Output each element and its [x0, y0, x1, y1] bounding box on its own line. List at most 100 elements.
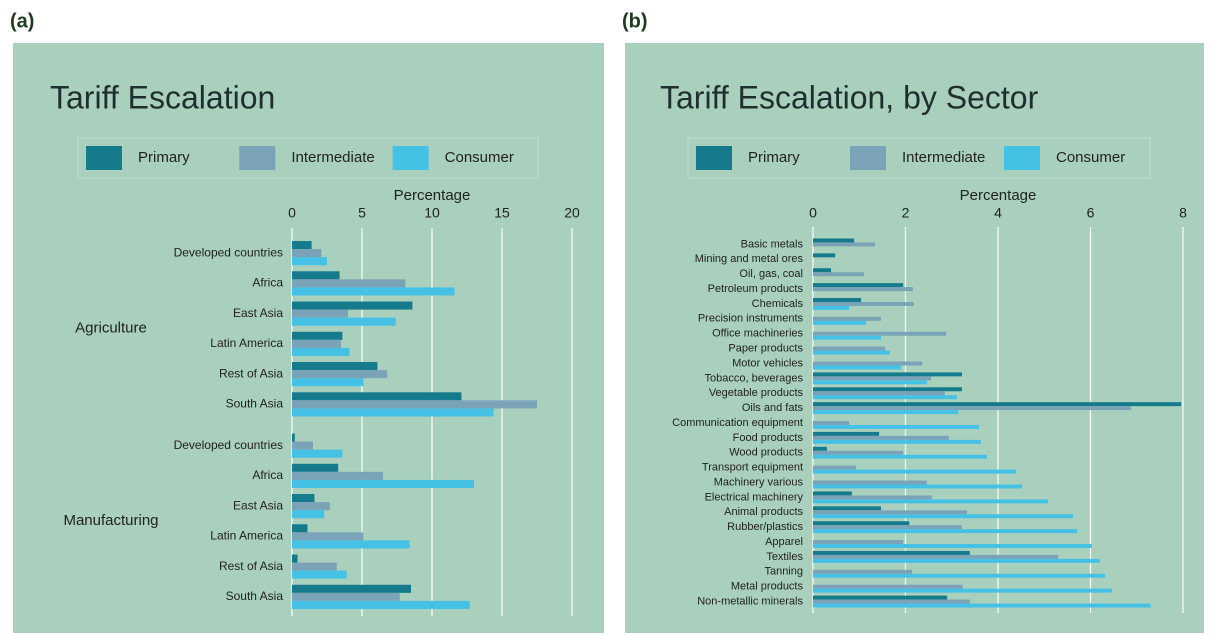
bar: [292, 249, 322, 258]
bar: [813, 525, 962, 530]
category-label: Precision instruments: [698, 313, 804, 325]
bar: [813, 569, 912, 574]
chart-title: Tariff Escalation: [50, 79, 275, 115]
bar: [292, 449, 343, 458]
category-label: Motor vehicles: [732, 357, 803, 369]
bar: [813, 350, 890, 355]
bar: [292, 441, 313, 450]
category-label: Oil, gas, coal: [739, 268, 803, 280]
legend-swatch: [239, 146, 276, 170]
category-label: Mining and metal ores: [695, 253, 804, 265]
x-tick-label: 2: [902, 205, 910, 221]
bar: [813, 320, 867, 325]
category-label: Rubber/plastics: [727, 521, 803, 533]
bar: [292, 331, 343, 340]
category-label: Basic metals: [741, 238, 804, 250]
bar: [813, 410, 959, 415]
bar: [292, 570, 347, 579]
legend-label: Primary: [138, 149, 190, 166]
bar: [292, 317, 396, 326]
bar: [813, 287, 913, 292]
category-label: Non-metallic minerals: [697, 595, 803, 607]
bar: [813, 365, 901, 370]
legend-label: Consumer: [1056, 149, 1125, 166]
bar: [292, 479, 474, 488]
bar: [813, 558, 1100, 563]
bar: [813, 450, 904, 455]
bar: [292, 471, 383, 480]
panel-label: (a): [10, 10, 34, 32]
bar: [813, 395, 957, 400]
category-label: Tanning: [764, 566, 803, 578]
bar: [292, 370, 388, 379]
category-label: Latin America: [210, 336, 283, 350]
bar: [813, 361, 923, 366]
bar: [813, 465, 857, 470]
bar: [292, 532, 364, 541]
bar: [813, 506, 881, 511]
bar: [813, 529, 1078, 534]
category-label: Tobacco, beverages: [705, 372, 804, 384]
bar: [292, 339, 341, 348]
bar: [813, 372, 962, 377]
bar: [292, 502, 330, 511]
bar: [292, 257, 327, 266]
legend-box: [77, 137, 539, 179]
bar: [292, 279, 406, 288]
category-label: Electrical machinery: [705, 491, 804, 503]
bar: [813, 242, 875, 247]
bar: [813, 495, 932, 500]
category-label: Apparel: [765, 536, 803, 548]
bar: [813, 584, 963, 589]
category-label: Textiles: [766, 551, 803, 563]
bar: [292, 540, 410, 549]
category-label: Africa: [252, 468, 283, 482]
bar: [292, 378, 364, 387]
bar: [813, 514, 1073, 519]
bar: [813, 424, 980, 429]
category-label: Developed countries: [174, 245, 283, 259]
category-label: Wood products: [729, 447, 803, 459]
category-label: East Asia: [233, 306, 283, 320]
legend-label: Consumer: [445, 149, 514, 166]
category-label: Oils and fats: [742, 402, 804, 414]
bar: [292, 287, 455, 296]
bar: [813, 316, 881, 321]
legend-swatch: [86, 146, 122, 170]
bar: [292, 241, 312, 250]
legend-label: Intermediate: [902, 149, 985, 166]
category-label: Rest of Asia: [219, 559, 283, 573]
bar: [813, 599, 970, 604]
category-label: Chemicals: [752, 298, 804, 310]
bar: [813, 391, 945, 396]
bar: [292, 562, 337, 571]
bar: [813, 305, 850, 310]
category-label: Metal products: [731, 581, 804, 593]
bar: [292, 433, 295, 442]
panel-background: [625, 43, 1204, 633]
legend-swatch: [392, 146, 429, 170]
bar: [813, 573, 1105, 578]
bar: [292, 392, 462, 401]
bar: [813, 540, 904, 545]
category-label: East Asia: [233, 498, 283, 512]
bar: [813, 544, 1092, 548]
bar: [813, 268, 832, 273]
category-label: Paper products: [728, 343, 803, 355]
category-label: Transport equipment: [702, 462, 803, 474]
bar: [813, 469, 1017, 474]
bar: [813, 331, 947, 336]
bar: [813, 491, 852, 496]
category-label: South Asia: [226, 589, 284, 603]
bar: [292, 554, 298, 563]
bar: [813, 603, 1151, 608]
panel-label: (b): [622, 10, 648, 32]
bar: [813, 499, 1048, 504]
bar: [813, 588, 1112, 593]
bar: [813, 376, 931, 381]
bar: [292, 494, 315, 503]
bar: [292, 463, 339, 472]
category-label: Communication equipment: [672, 417, 803, 429]
chart-title: Tariff Escalation, by Sector: [660, 79, 1039, 115]
bar: [813, 554, 1059, 559]
